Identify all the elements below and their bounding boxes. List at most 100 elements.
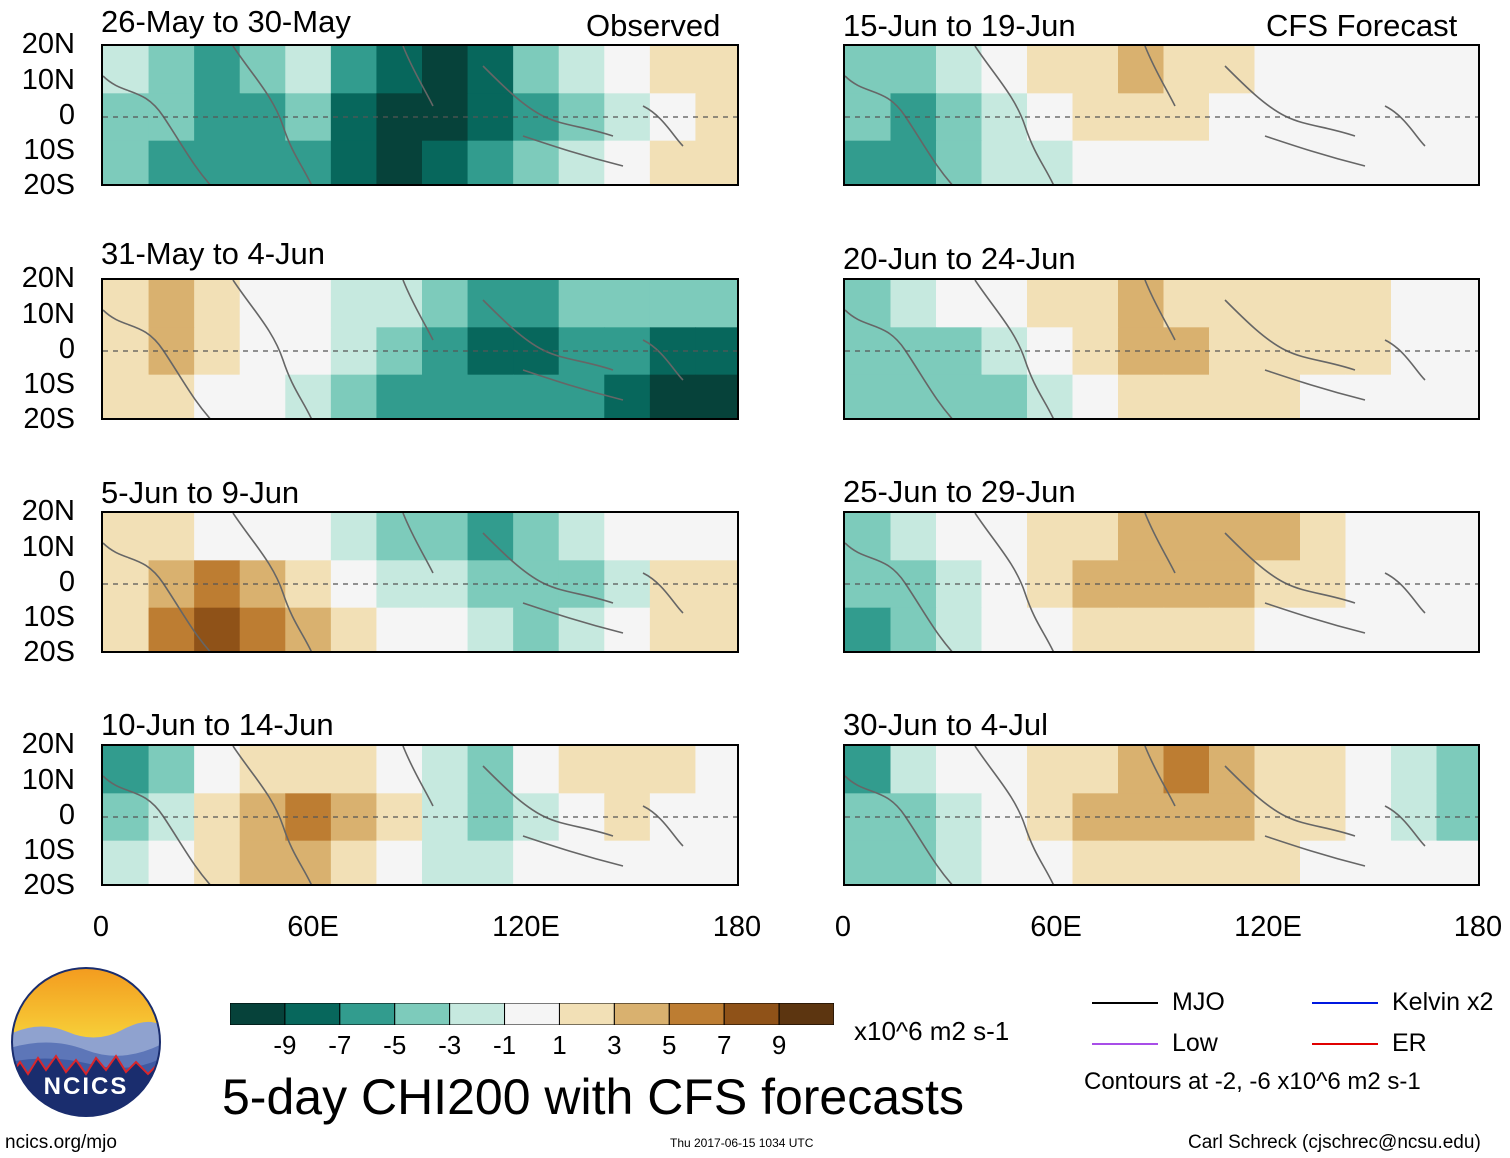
heatmap-cell: [330, 513, 378, 561]
colorbar-swatch: [668, 1003, 725, 1025]
colorbar-label: -1: [492, 1030, 517, 1060]
heatmap-cell: [467, 280, 514, 328]
heatmap-cell: [845, 140, 892, 184]
heatmap-cell: [649, 607, 697, 651]
coastline: [1144, 280, 1176, 341]
heatmap-cell: [1209, 513, 1256, 561]
heatmap-cell: [376, 280, 423, 328]
heatmap-cell: [649, 746, 697, 794]
heatmap-cell: [330, 46, 378, 94]
x-tick: 180: [712, 911, 762, 943]
footer-url[interactable]: ncics.org/mjo: [5, 1132, 117, 1153]
heatmap-cell: [330, 140, 378, 184]
coastline: [482, 65, 614, 137]
heatmap-cell: [604, 46, 651, 94]
heatmap-svg: [845, 46, 1478, 184]
heatmap-svg: [845, 746, 1478, 884]
heatmap-cell: [1345, 513, 1392, 561]
y-tick: 20S: [23, 636, 75, 668]
heatmap-cell: [1163, 513, 1210, 561]
heatmap-cell: [1118, 840, 1165, 884]
heatmap-cell: [103, 280, 150, 328]
heatmap-cell: [558, 840, 605, 884]
heatmap-cell: [1163, 46, 1210, 94]
y-tick: 0: [58, 799, 75, 831]
heatmap-cell: [981, 607, 1028, 651]
panel-title: 26-May to 30-May: [101, 4, 351, 39]
heatmap-cell: [376, 840, 423, 884]
y-tick: 20S: [23, 869, 75, 901]
heatmap-cell: [558, 513, 605, 561]
heatmap-cell: [1163, 840, 1210, 884]
coastline: [482, 299, 614, 371]
heatmap-cell: [1300, 607, 1347, 651]
heatmap-cell: [1163, 374, 1210, 418]
y-tick: 0: [58, 566, 75, 598]
heatmap-cell: [467, 607, 514, 651]
heatmap-cell: [422, 513, 469, 561]
heatmap-cell: [845, 46, 892, 94]
heatmap-cell: [845, 374, 892, 418]
y-tick: 10S: [23, 834, 75, 866]
heatmap-cell: [1118, 374, 1165, 418]
map-panel: [101, 511, 739, 653]
heatmap-cell: [1391, 140, 1438, 184]
colorbar-swatch: [613, 1003, 670, 1025]
coastline: [402, 513, 434, 574]
heatmap-cell: [239, 513, 286, 561]
heatmap-cell: [695, 513, 737, 561]
coastline: [232, 513, 312, 651]
colorbar-label: 3: [607, 1030, 622, 1060]
coastline: [1384, 339, 1426, 381]
y-tick: 20N: [21, 495, 75, 527]
heatmap-cell: [103, 607, 150, 651]
heatmap-cell: [330, 840, 378, 884]
legend-label: ER: [1392, 1029, 1427, 1057]
y-tick: 10S: [23, 368, 75, 400]
heatmap-cell: [1072, 374, 1119, 418]
heatmap-cell: [239, 140, 286, 184]
heatmap-cell: [649, 140, 697, 184]
heatmap-cell: [239, 280, 286, 328]
heatmap-cell: [936, 746, 983, 794]
heatmap-cell: [1254, 46, 1301, 94]
heatmap-cell: [422, 746, 469, 794]
heatmap-cell: [1209, 746, 1256, 794]
heatmap-cell: [1436, 140, 1478, 184]
heatmap-cell: [604, 746, 651, 794]
heatmap-cell: [649, 280, 697, 328]
heatmap-cell: [194, 746, 241, 794]
coastline: [103, 309, 211, 418]
footer-timestamp: Thu 2017-06-15 1034 UTC: [670, 1136, 814, 1150]
heatmap-cell: [513, 140, 560, 184]
heatmap-cell: [194, 513, 241, 561]
coastline: [482, 532, 614, 604]
legend-note: Contours at -2, -6 x10^6 m2 s-1: [1084, 1068, 1421, 1095]
heatmap-cell: [981, 840, 1028, 884]
heatmap-cell: [1254, 374, 1301, 418]
map-panel: [843, 278, 1480, 420]
coastline: [232, 280, 312, 418]
heatmap-cell: [1027, 746, 1074, 794]
heatmap-cell: [1027, 280, 1074, 328]
colorbar-label: 7: [716, 1030, 732, 1060]
heatmap-cell: [148, 607, 195, 651]
heatmap-cell: [558, 46, 605, 94]
heatmap-cell: [845, 513, 892, 561]
coastline: [1144, 46, 1176, 107]
heatmap-cell: [285, 140, 332, 184]
heatmap-cell: [330, 746, 378, 794]
coastline: [974, 46, 1054, 184]
heatmap-cell: [467, 746, 514, 794]
heatmap-cell: [1254, 840, 1301, 884]
heatmap-cell: [936, 46, 983, 94]
heatmap-cell: [1254, 746, 1301, 794]
heatmap-svg: [103, 746, 737, 884]
heatmap-cell: [981, 140, 1028, 184]
heatmap-cell: [194, 607, 241, 651]
coastline: [1224, 65, 1356, 137]
coastline: [845, 542, 953, 651]
x-tick: 120E: [492, 911, 560, 943]
heatmap-cell: [1300, 46, 1347, 94]
heatmap-cell: [1391, 374, 1438, 418]
